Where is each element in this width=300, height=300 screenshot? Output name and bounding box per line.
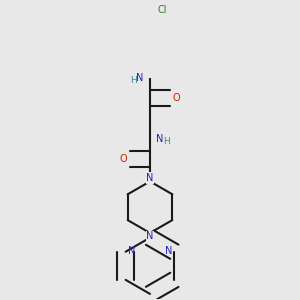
Text: H: H (164, 137, 170, 146)
Text: N: N (165, 246, 172, 256)
Text: N: N (128, 246, 135, 256)
Text: O: O (173, 93, 180, 103)
Text: N: N (136, 73, 144, 83)
Text: Cl: Cl (158, 5, 167, 15)
Text: H: H (130, 76, 136, 85)
Text: N: N (146, 232, 154, 242)
Text: N: N (156, 134, 164, 144)
Text: O: O (120, 154, 127, 164)
Text: N: N (146, 173, 154, 183)
